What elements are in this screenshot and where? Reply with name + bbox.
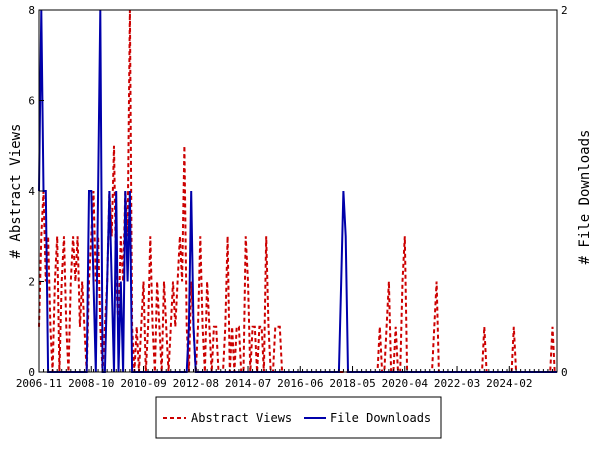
legend-box: [155, 396, 442, 439]
plot-series: [38, 9, 557, 373]
y-right-tick-label: 2: [561, 4, 568, 17]
y-left-tick-label: 2: [28, 276, 35, 289]
x-tick-label: 2012-08: [173, 377, 219, 390]
y-left-axis-ticks: 0 2 4 6 8: [28, 4, 44, 379]
x-tick-label: 2022-03: [434, 377, 480, 390]
series-line-file-downloads: [38, 9, 557, 373]
x-tick-label: 2018-05: [329, 377, 375, 390]
y-left-tick-label: 4: [28, 185, 35, 198]
x-tick-label: 2016-06: [277, 377, 323, 390]
x-tick-label: 2008-10: [68, 377, 114, 390]
y-left-tick-label: 0: [28, 366, 35, 379]
x-tick-label: 2024-02: [486, 377, 532, 390]
x-tick-label: 2010-09: [120, 377, 166, 390]
x-tick-label: 2006-11: [16, 377, 62, 390]
y-left-tick-label: 8: [28, 4, 35, 17]
y-right-tick-label: 0: [561, 366, 568, 379]
x-axis-ticks: 2006-11 2008-10 2010-09 2012-08 2014-07 2016-…: [16, 366, 558, 390]
y-left-axis-label: # Abstract Views: [8, 124, 24, 259]
x-tick-label: 2014-07: [225, 377, 271, 390]
y-right-axis-label: # File Downloads: [577, 130, 593, 265]
legend-label-abstract-views: Abstract Views: [191, 411, 292, 425]
legend: Abstract Views File Downloads: [155, 396, 442, 439]
y-left-tick-label: 6: [28, 95, 35, 108]
y-right-axis-ticks: 02: [552, 4, 568, 379]
x-tick-label: 2020-04: [382, 377, 429, 390]
legend-label-file-downloads: File Downloads: [330, 411, 431, 425]
